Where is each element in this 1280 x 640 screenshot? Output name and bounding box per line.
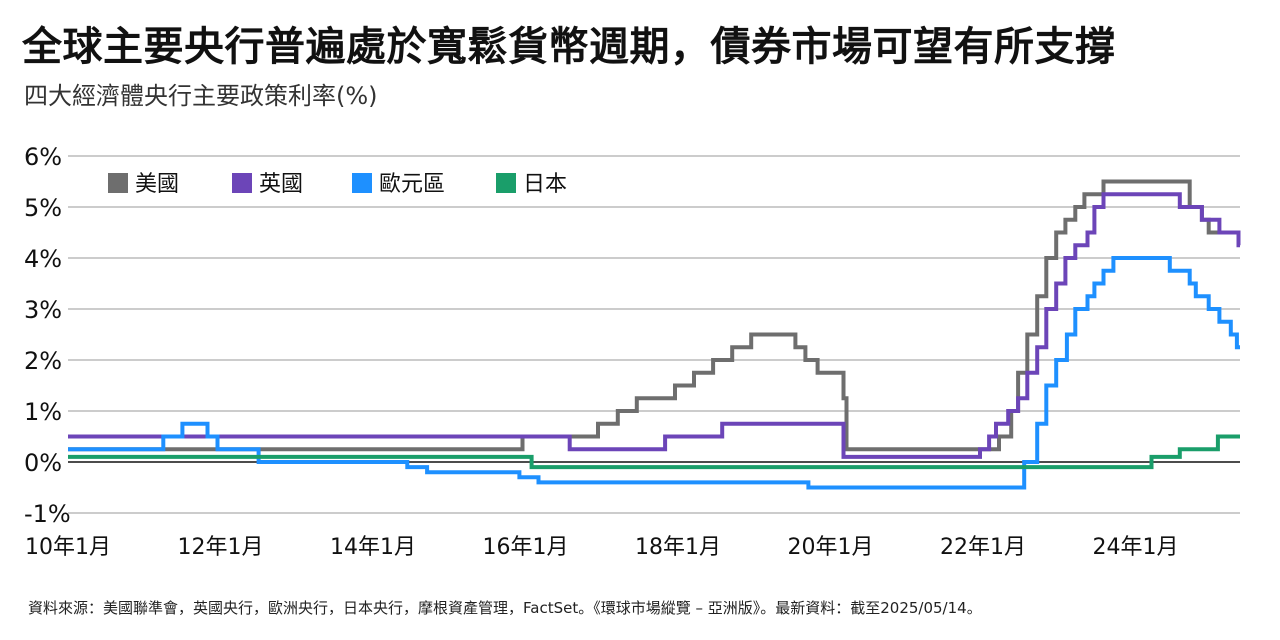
y-tick-label: 6% bbox=[24, 143, 62, 171]
grid-lines bbox=[68, 155, 1240, 514]
legend-label: 美國 bbox=[135, 172, 179, 197]
source-note: 資料來源：美國聯準會，英國央行，歐洲央行，日本央行，摩根資產管理，FactSet… bbox=[28, 599, 982, 617]
series-line-美國 bbox=[68, 179, 1240, 452]
x-tick-label: 14年1月 bbox=[330, 535, 416, 560]
series-lines bbox=[68, 179, 1241, 490]
x-tick-label: 12年1月 bbox=[178, 535, 264, 560]
legend-swatch bbox=[108, 173, 128, 193]
y-tick-label: 0% bbox=[24, 449, 62, 477]
legend-swatch bbox=[496, 173, 516, 193]
x-axis-ticks: 10年1月 12年1月 14年1月 16年1月 18年1月 20年1月 22年1月 24年1月 bbox=[25, 535, 1179, 560]
legend-swatch bbox=[232, 173, 252, 193]
legend-label: 英國 bbox=[259, 172, 303, 197]
legend-label: 歐元區 bbox=[379, 172, 445, 197]
series-line-英國 bbox=[68, 192, 1241, 459]
x-tick-label: 24年1月 bbox=[1093, 535, 1179, 560]
legend-swatch bbox=[352, 173, 372, 193]
y-tick-label: 2% bbox=[24, 347, 62, 375]
y-axis-ticks: 6% 5% 4% 3% 2% 1% 0% -1% bbox=[24, 143, 71, 528]
y-tick-label: 1% bbox=[24, 398, 62, 426]
y-tick-label: 4% bbox=[24, 245, 62, 273]
series-line-歐元區 bbox=[68, 256, 1240, 490]
x-tick-label: 22年1月 bbox=[940, 535, 1026, 560]
x-tick-label: 18年1月 bbox=[635, 535, 721, 560]
x-tick-label: 10年1月 bbox=[25, 535, 111, 560]
legend: 美國 英國 歐元區 日本 bbox=[108, 172, 567, 197]
series-line-日本 bbox=[68, 434, 1240, 470]
y-tick-label: 5% bbox=[24, 194, 62, 222]
legend-label: 日本 bbox=[523, 172, 567, 197]
page-title: 全球主要央行普遍處於寬鬆貨幣週期，債券市場可望有所支撐 bbox=[22, 24, 1116, 70]
y-tick-label: 3% bbox=[24, 296, 62, 324]
x-tick-label: 16年1月 bbox=[483, 535, 569, 560]
x-tick-label: 20年1月 bbox=[788, 535, 874, 560]
y-tick-label: -1% bbox=[24, 500, 71, 528]
chart-subtitle: 四大經濟體央行主要政策利率(%) bbox=[24, 82, 378, 110]
